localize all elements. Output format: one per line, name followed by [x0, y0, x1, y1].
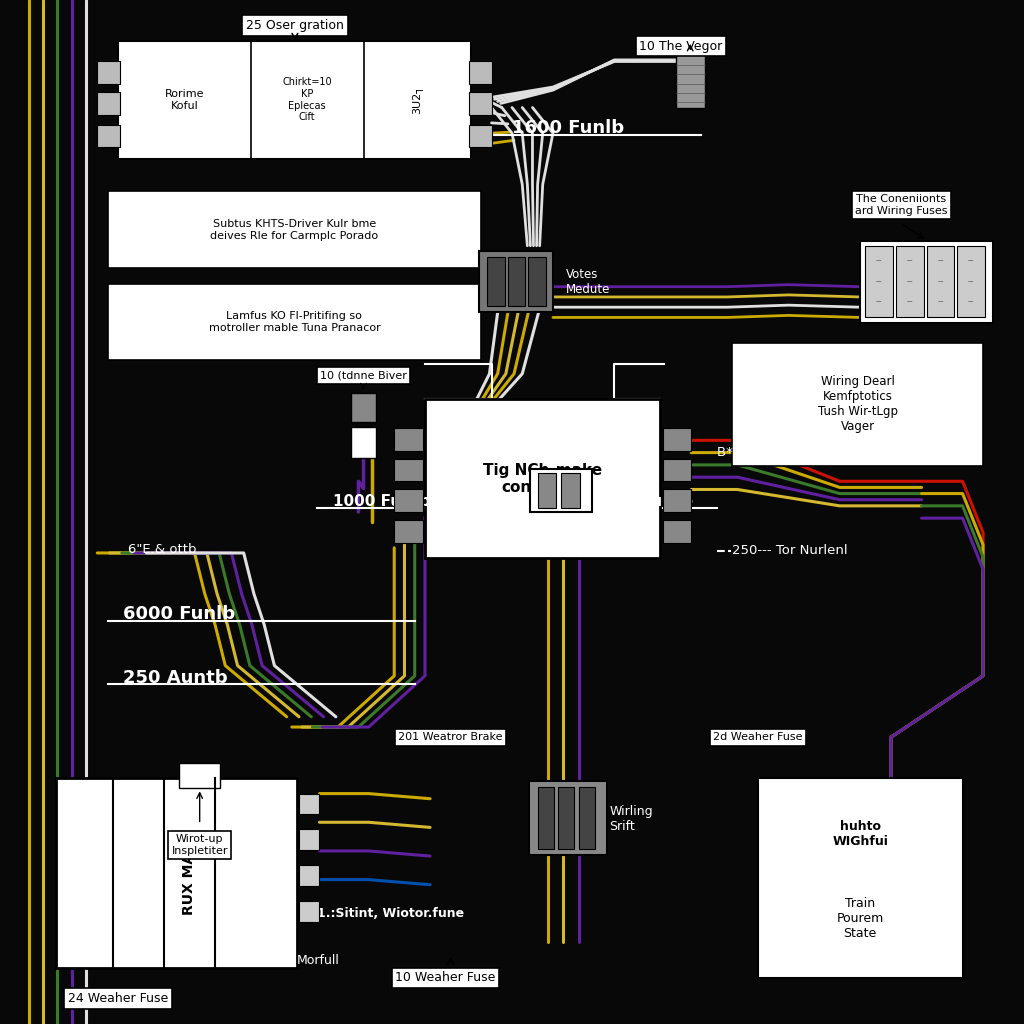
Text: —: — [937, 280, 943, 284]
Text: —: — [876, 280, 882, 284]
Text: 1000 Furitb: 1000 Furitb [594, 495, 693, 509]
FancyBboxPatch shape [758, 778, 963, 978]
FancyBboxPatch shape [469, 125, 492, 147]
Text: 201 Weatror Brake: 201 Weatror Brake [398, 732, 503, 742]
Text: —: — [876, 300, 882, 304]
FancyBboxPatch shape [108, 191, 481, 268]
FancyBboxPatch shape [663, 459, 691, 481]
FancyBboxPatch shape [860, 241, 993, 323]
Text: —: — [968, 259, 974, 263]
Text: Votes
Medute: Votes Medute [566, 267, 610, 296]
FancyBboxPatch shape [351, 393, 376, 422]
FancyBboxPatch shape [118, 41, 471, 159]
FancyBboxPatch shape [579, 787, 595, 849]
Text: 10 The Vegor: 10 The Vegor [639, 40, 723, 52]
FancyBboxPatch shape [530, 469, 592, 512]
FancyBboxPatch shape [508, 257, 525, 306]
Text: 250--- Tor Nurlenl: 250--- Tor Nurlenl [732, 545, 848, 557]
FancyBboxPatch shape [394, 489, 423, 512]
FancyBboxPatch shape [487, 257, 505, 306]
Text: —: — [968, 280, 974, 284]
Text: Wirot-up
Inspletiter: Wirot-up Inspletiter [171, 834, 228, 856]
FancyBboxPatch shape [957, 246, 985, 317]
FancyBboxPatch shape [469, 61, 492, 84]
Text: —: — [876, 259, 882, 263]
Text: —: — [937, 300, 943, 304]
FancyBboxPatch shape [896, 246, 924, 317]
FancyBboxPatch shape [561, 473, 580, 508]
Text: —: — [968, 300, 974, 304]
Text: Rorime
Koful: Rorime Koful [165, 89, 204, 111]
Text: —: — [906, 280, 912, 284]
FancyBboxPatch shape [663, 428, 691, 451]
FancyBboxPatch shape [97, 61, 120, 84]
Text: 1.:Sitint, Wiotor.fune: 1.:Sitint, Wiotor.fune [317, 907, 465, 920]
Text: —: — [937, 259, 943, 263]
Text: huhto
WIGhfui: huhto WIGhfui [833, 820, 888, 848]
FancyBboxPatch shape [394, 428, 423, 451]
Text: Lamfus KO Fl-Pritifing so
motroller mable Tuna Pranacor: Lamfus KO Fl-Pritifing so motroller mabl… [209, 311, 380, 333]
Text: Wiring Dearl
Kemfptotics
Tush Wir-tLgp
Vager: Wiring Dearl Kemfptotics Tush Wir-tLgp V… [817, 376, 898, 433]
Text: 10 Weaher Fuse: 10 Weaher Fuse [395, 972, 496, 984]
Text: Tig NCh-make
controller: Tig NCh-make controller [483, 463, 602, 495]
Text: RUX MAUD: RUX MAUD [181, 830, 196, 915]
Text: Wirling
Srift: Wirling Srift [609, 805, 653, 834]
Text: 6"E.& ottb: 6"E.& ottb [128, 544, 197, 556]
FancyBboxPatch shape [732, 343, 983, 466]
FancyBboxPatch shape [97, 125, 120, 147]
FancyBboxPatch shape [299, 829, 319, 850]
FancyBboxPatch shape [394, 520, 423, 543]
FancyBboxPatch shape [108, 284, 481, 360]
Text: —: — [906, 300, 912, 304]
FancyBboxPatch shape [56, 778, 297, 968]
Text: 1600 Funlb: 1600 Funlb [512, 119, 624, 137]
Text: 10 (tdnne Biver: 10 (tdnne Biver [321, 371, 407, 381]
Text: 6000 Funlb: 6000 Funlb [123, 605, 234, 624]
Text: Chirkt=10
KP
Eplecas
Cift: Chirkt=10 KP Eplecas Cift [283, 78, 332, 122]
FancyBboxPatch shape [479, 251, 553, 312]
FancyBboxPatch shape [179, 763, 220, 788]
FancyBboxPatch shape [676, 41, 705, 108]
Text: Subtus KHTS-Driver Kulr bme
deives Rle for Carmplc Porado: Subtus KHTS-Driver Kulr bme deives Rle f… [210, 219, 379, 241]
Text: Train
Pourem
State: Train Pourem State [837, 897, 884, 939]
FancyBboxPatch shape [469, 92, 492, 115]
FancyBboxPatch shape [538, 787, 554, 849]
FancyBboxPatch shape [351, 427, 376, 458]
Text: 24 Weaher Fuse: 24 Weaher Fuse [68, 992, 168, 1005]
FancyBboxPatch shape [425, 399, 660, 558]
Text: 3U2┐: 3U2┐ [412, 85, 423, 115]
FancyBboxPatch shape [299, 901, 319, 922]
Text: 1000 Funtb: 1000 Funtb [333, 495, 430, 509]
FancyBboxPatch shape [97, 92, 120, 115]
FancyBboxPatch shape [528, 257, 546, 306]
Text: 25 Oser gration: 25 Oser gration [246, 19, 344, 32]
FancyBboxPatch shape [927, 246, 954, 317]
FancyBboxPatch shape [558, 787, 574, 849]
Text: —: — [906, 259, 912, 263]
FancyBboxPatch shape [663, 520, 691, 543]
Text: B*TE os cuth: B*TE os cuth [717, 446, 802, 459]
FancyBboxPatch shape [663, 489, 691, 512]
Text: Morfull: Morfull [297, 954, 340, 967]
FancyBboxPatch shape [538, 473, 556, 508]
Text: 2d Weaher Fuse: 2d Weaher Fuse [713, 732, 803, 742]
FancyBboxPatch shape [394, 459, 423, 481]
FancyBboxPatch shape [529, 781, 607, 855]
Text: The Coneniionts
ard Wiring Fuses: The Coneniionts ard Wiring Fuses [855, 194, 947, 216]
FancyBboxPatch shape [865, 246, 893, 317]
FancyBboxPatch shape [299, 865, 319, 886]
Text: 250 Auntb: 250 Auntb [123, 669, 227, 687]
FancyBboxPatch shape [299, 794, 319, 814]
